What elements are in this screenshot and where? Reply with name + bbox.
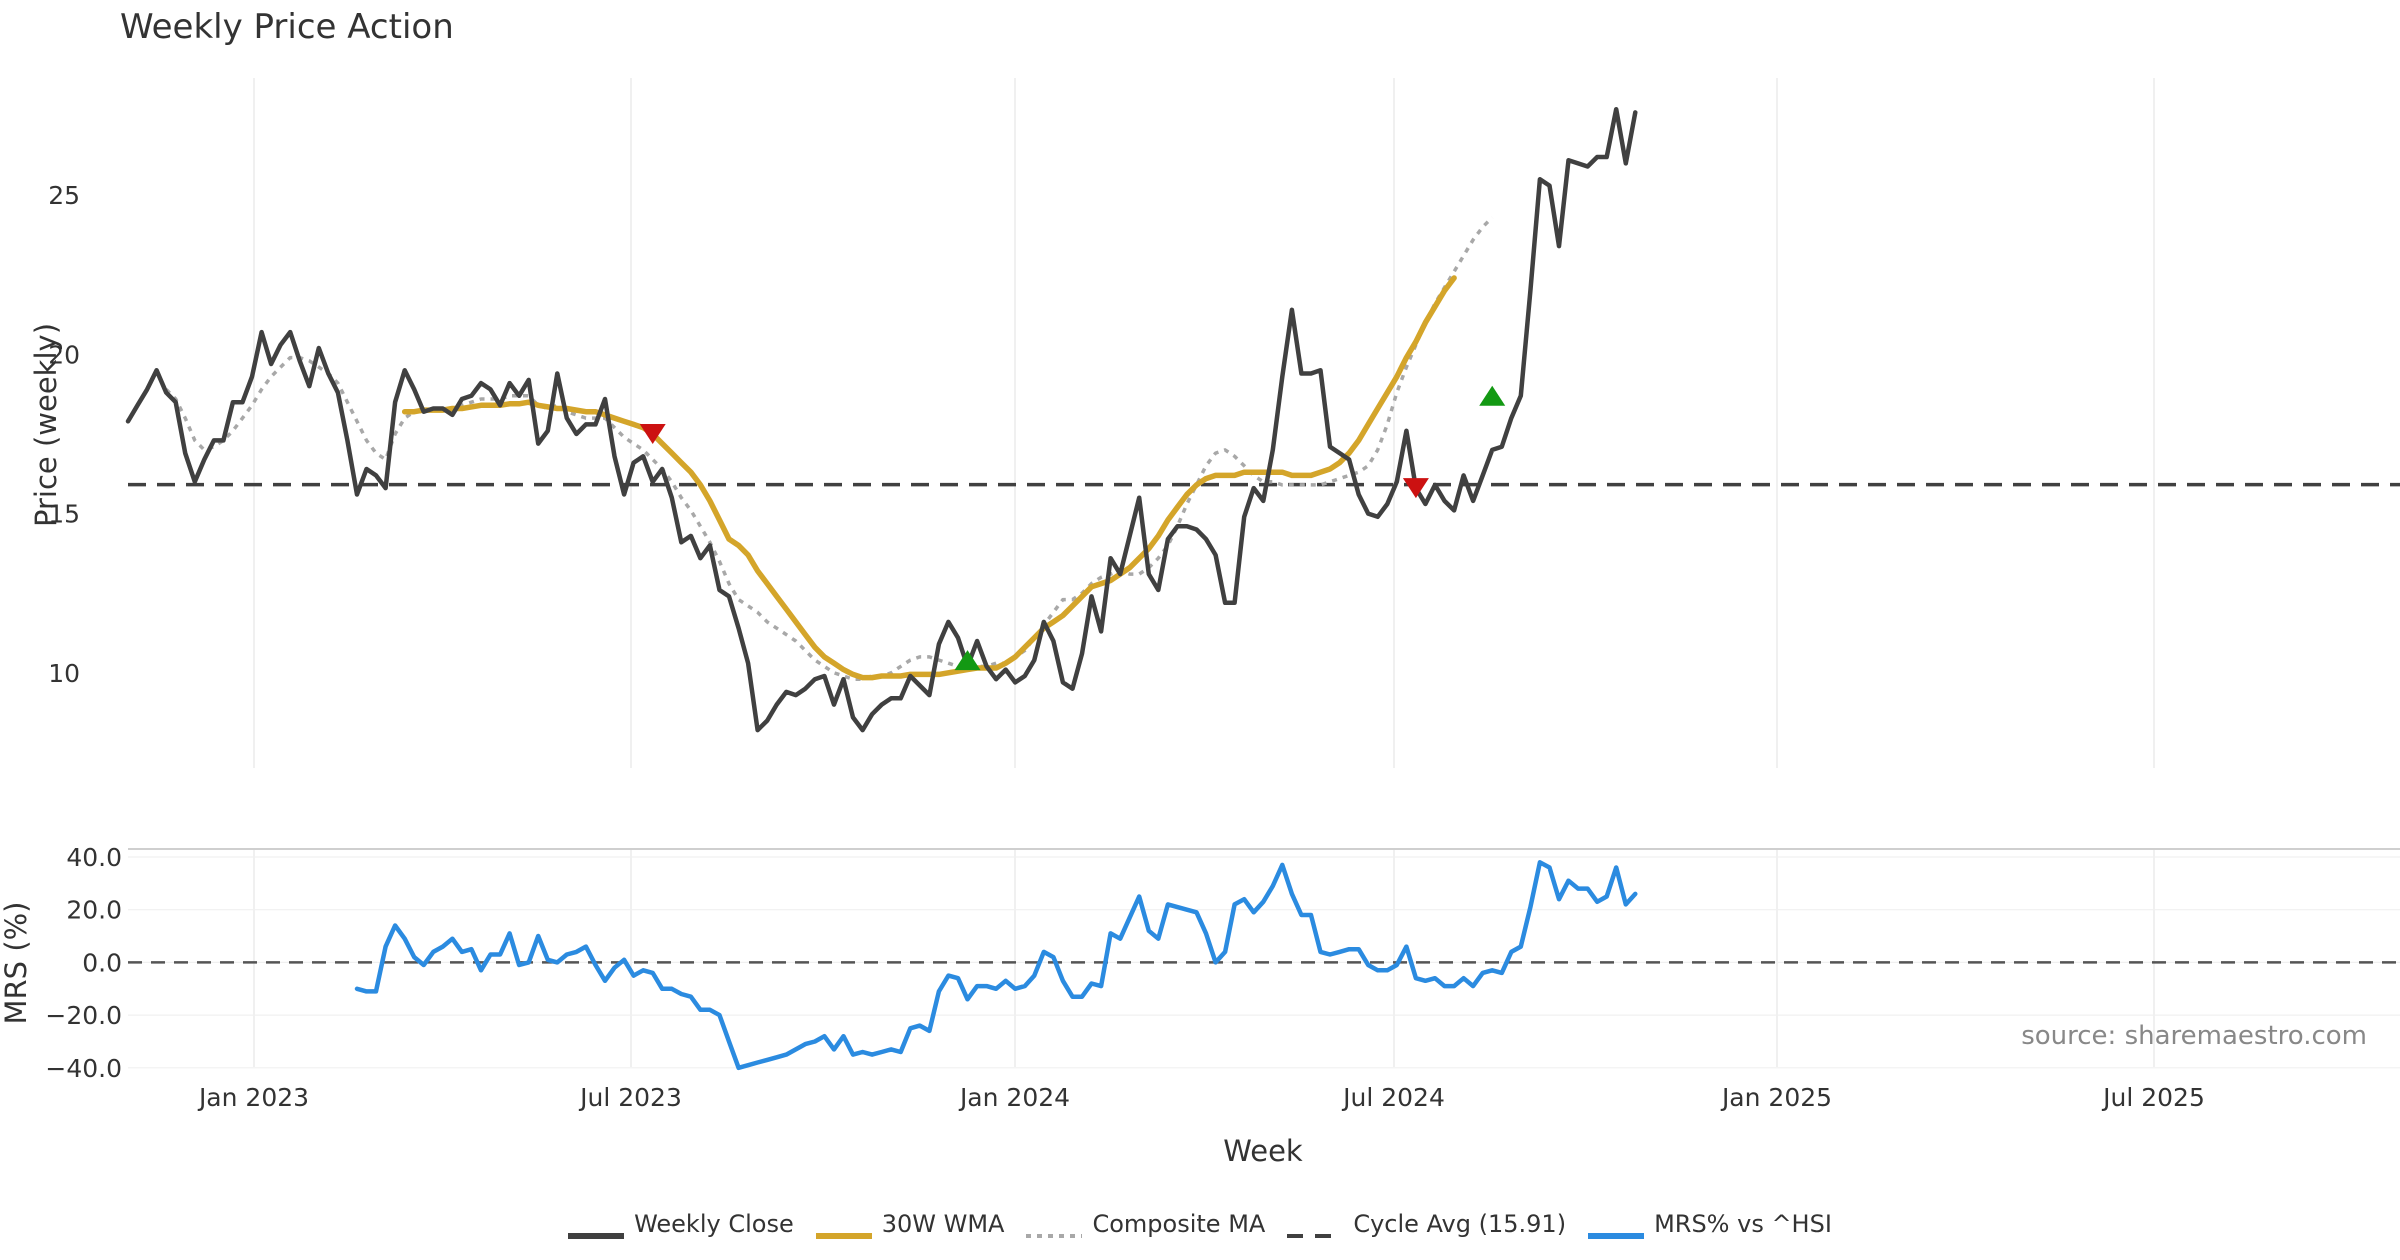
x-tick-label: Jul 2024 xyxy=(1341,1083,1445,1112)
legend-label: MRS% vs ^HSI xyxy=(1654,1210,1832,1238)
buy-signal-marker xyxy=(954,650,981,671)
legend-label: Cycle Avg (15.91) xyxy=(1353,1210,1567,1238)
mrs-y-tick-label: −20.0 xyxy=(45,1001,122,1030)
sell-signal-marker xyxy=(639,424,666,444)
legend-label: Composite MA xyxy=(1092,1210,1266,1238)
legend-swatch xyxy=(568,1219,625,1239)
legend-swatch xyxy=(1026,1219,1083,1238)
x-tick-label: Jul 2025 xyxy=(2101,1083,2205,1112)
legend-item-weekly-close: Weekly Close xyxy=(568,1210,794,1239)
weekly-close-line xyxy=(125,106,1638,733)
source-annotation: source: sharemaestro.com xyxy=(2021,1021,2367,1051)
legend-item-30w-wma: 30W WMA xyxy=(815,1210,1005,1239)
buy-signal-marker xyxy=(1479,385,1506,406)
mrs-y-tick-label: −40.0 xyxy=(45,1054,122,1083)
x-tick-label: Jan 2025 xyxy=(1720,1083,1832,1112)
x-tick-label: Jan 2023 xyxy=(197,1083,309,1112)
mrs-y-tick-label: 20.0 xyxy=(66,896,122,925)
legend-label: 30W WMA xyxy=(881,1210,1005,1238)
mrs-line xyxy=(354,860,1638,1071)
mrs-y-axis-label: MRS (%) xyxy=(0,902,33,1025)
x-tick-label: Jan 2024 xyxy=(958,1083,1070,1112)
sell-signal-marker xyxy=(1402,478,1429,499)
legend-item-composite-ma: Composite MA xyxy=(1026,1210,1265,1238)
grid-layer xyxy=(128,78,2400,1069)
legend-swatch xyxy=(1287,1219,1344,1238)
marks-layer: 10 15 20 25 −40.0 −20.0 0.0 20.0 40.0 Jan 2023 Jul… xyxy=(45,106,2400,1112)
30w-wma-line xyxy=(401,275,1457,681)
x-tick-label: Jul 2023 xyxy=(578,1083,682,1112)
legend-item-cycle-avg-15-91: Cycle Avg (15.91) xyxy=(1287,1210,1566,1238)
legend-item-mrs-vs-hsi: MRS% vs ^HSI xyxy=(1588,1210,1832,1239)
mrs-y-tick-label: 40.0 xyxy=(66,843,122,872)
legend: Weekly Close 30W WMA Composite MA Cycle Avg… xyxy=(0,1210,2400,1239)
price-y-tick-label: 10 xyxy=(48,659,80,688)
price-y-tick-label: 15 xyxy=(48,500,80,529)
legend-swatch xyxy=(1588,1219,1645,1239)
x-axis-label: Week xyxy=(1223,1134,1303,1168)
legend-swatch xyxy=(815,1219,872,1239)
mrs-y-tick-label: 0.0 xyxy=(82,948,122,977)
legend-label: Weekly Close xyxy=(634,1210,794,1238)
chart-title: Weekly Price Action xyxy=(120,7,454,47)
price-y-axis-label: Price (weekly) xyxy=(29,323,63,527)
price-y-tick-label: 25 xyxy=(48,181,80,210)
composite-ma-line xyxy=(164,216,1494,681)
price-y-tick-label: 20 xyxy=(48,340,80,369)
